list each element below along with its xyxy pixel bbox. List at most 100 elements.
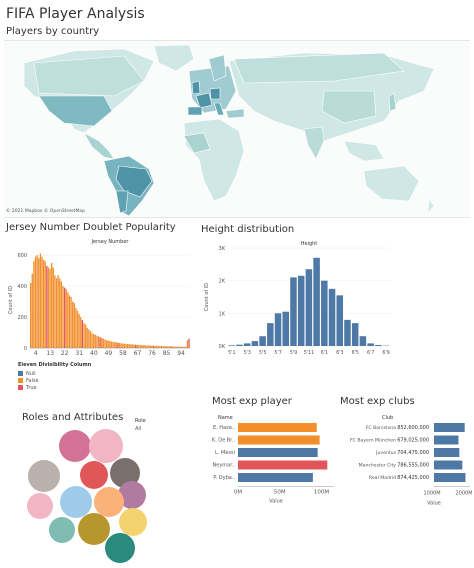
height-xtick: 6'1	[321, 350, 328, 356]
world-map[interactable]	[4, 40, 470, 218]
jersey-bar	[181, 346, 184, 348]
map-central-america	[83, 132, 115, 160]
jersey-bar	[154, 345, 156, 348]
jersey-bar	[125, 343, 127, 348]
map-africa	[183, 118, 245, 202]
jersey-chart[interactable]: Jersey Number Count of ID 0 200 400 600 4 13 22 3…	[4, 234, 194, 368]
map-credit: © 2021 Mapbox © OpenStreetMap	[6, 209, 85, 214]
height-bar	[321, 280, 328, 346]
jersey-bar	[117, 342, 119, 348]
jersey-bar	[81, 320, 84, 348]
jersey-bar	[185, 346, 187, 348]
jersey-bar	[41, 256, 43, 348]
jersey-bar	[165, 346, 168, 348]
jersey-xtick: 58	[119, 350, 127, 357]
map-argentina	[115, 190, 129, 214]
jersey-bar	[96, 335, 98, 348]
height-bar	[328, 288, 336, 346]
jersey-bar	[30, 282, 32, 348]
jersey-bar	[141, 345, 143, 348]
height-bar	[259, 336, 266, 346]
jersey-bar	[39, 253, 42, 348]
jersey-bar	[164, 346, 166, 348]
jersey-ytick: 600	[17, 253, 27, 259]
jersey-bar	[175, 346, 177, 348]
jersey-bar	[172, 346, 174, 348]
club-xtick: 1000M	[423, 491, 440, 497]
roles-bubble-chart[interactable]	[20, 424, 160, 564]
club-bar	[434, 448, 460, 457]
jersey-bar	[136, 344, 138, 348]
height-chart[interactable]: Height Count of ID 0K 1K 2K 3K 5'1 5'3 5'5 5'7 5'9…	[200, 236, 396, 364]
jersey-bar	[46, 265, 48, 348]
clubs-chart[interactable]: Club FC Barcelona 852,600,000 FC Bayern Mün…	[338, 410, 472, 536]
height-bar	[236, 344, 243, 346]
jersey-bar	[33, 261, 35, 348]
role-filter-value[interactable]: All	[135, 426, 142, 432]
jersey-bar	[83, 323, 85, 348]
player-bar	[238, 473, 313, 482]
jersey-bar	[114, 342, 116, 348]
role-bubble	[27, 493, 53, 519]
height-bar	[305, 269, 313, 346]
club-bar	[434, 423, 465, 432]
height-ytick: 0K	[219, 344, 226, 350]
player-chart[interactable]: Name E. Haza.. K. De Br.. L. Messi Neymar.. P…	[200, 410, 340, 510]
height-xtick: 5'5	[259, 350, 266, 356]
jersey-bar	[139, 345, 142, 348]
map-west-africa	[183, 132, 211, 154]
jersey-title: Jersey Number Doublet Popularity	[6, 222, 176, 233]
jersey-svg: Jersey Number Count of ID 0 200 400 600 4 13 22 3…	[8, 239, 190, 357]
jersey-bar	[38, 258, 40, 348]
jersey-bar	[57, 275, 59, 348]
jersey-bar	[149, 345, 151, 348]
jersey-bar	[186, 340, 189, 348]
club-value-label: 679,025,000	[397, 438, 429, 444]
player-xtick: 50M	[274, 490, 286, 496]
map-russia	[233, 52, 405, 84]
map-nz	[427, 198, 435, 214]
height-ytick: 1K	[219, 311, 226, 317]
club-label: Juventus	[375, 450, 396, 456]
clubs-xlabel: Value	[427, 501, 441, 507]
club-label: Manchester City	[359, 463, 397, 469]
height-bar	[313, 257, 320, 346]
clubs-title: Most exp clubs	[340, 396, 415, 407]
height-bar	[336, 295, 344, 346]
club-bar	[434, 460, 463, 470]
jersey-bar	[104, 339, 106, 348]
map-scandinavia	[208, 54, 227, 82]
jersey-xtick: 94	[177, 350, 185, 357]
club-value-label: 874,425,000	[397, 475, 429, 481]
legend-swatch-null	[18, 371, 23, 376]
club-value-label: 852,600,000	[397, 425, 429, 431]
jersey-bar	[122, 343, 124, 348]
jersey-bar	[99, 337, 101, 348]
jersey-bar	[102, 338, 105, 348]
legend-item-false[interactable]: False	[18, 377, 91, 384]
jersey-bar	[147, 345, 150, 348]
jersey-bar	[180, 346, 182, 348]
jersey-bar	[76, 310, 79, 348]
legend-item-true[interactable]: True	[18, 384, 91, 391]
map-se-asia	[343, 140, 385, 162]
jersey-bar	[101, 337, 103, 348]
player-label: L. Messi	[215, 450, 235, 456]
map-title: Players by country	[6, 26, 100, 37]
role-bubble	[78, 513, 110, 545]
jersey-bar	[93, 334, 95, 348]
jersey-xtick: 76	[148, 350, 156, 357]
legend-item-null[interactable]: Null	[18, 370, 91, 377]
role-bubble	[60, 486, 92, 518]
page-title: FIFA Player Analysis	[6, 6, 145, 22]
role-bubble	[125, 488, 141, 504]
height-bar	[351, 323, 359, 346]
jersey-bar	[162, 346, 164, 348]
player-svg: Name E. Haza.. K. De Br.. L. Messi Neymar.. P…	[212, 415, 334, 505]
player-xtick: 100M	[314, 490, 329, 496]
jersey-bar	[105, 340, 108, 348]
height-xtick: 5'1	[228, 350, 235, 356]
player-label: E. Haza..	[213, 425, 235, 431]
club-xtick: 2000M	[455, 491, 472, 497]
jersey-bar	[65, 289, 67, 348]
